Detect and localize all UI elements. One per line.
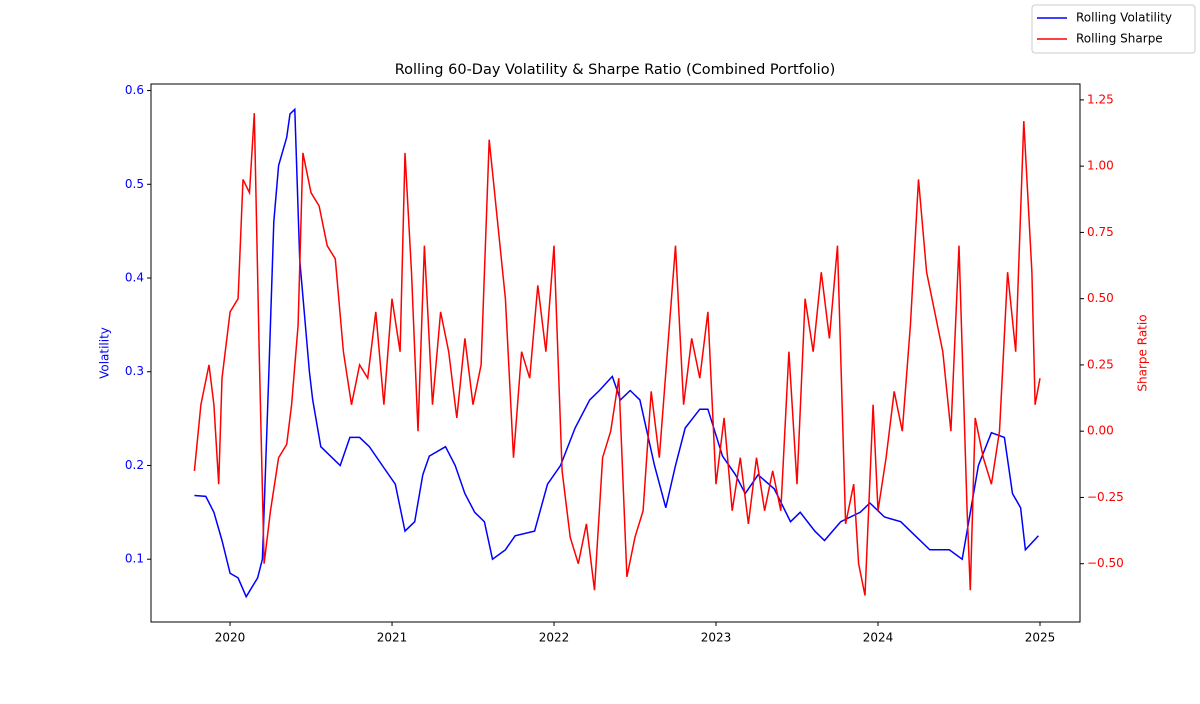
y-axis-label: Volatility <box>98 327 112 379</box>
series-line <box>194 107 1039 599</box>
x-tick-label: 2022 <box>539 631 570 645</box>
x-tick-label: 2023 <box>701 631 732 645</box>
y2-tick-label: 1.00 <box>1087 159 1114 173</box>
y-tick-label: 0.6 <box>125 83 144 97</box>
y-tick-label: 0.5 <box>125 177 144 191</box>
x-tick-label: 2024 <box>863 631 894 645</box>
x-tick-label: 2020 <box>215 631 246 645</box>
legend-label: Rolling Sharpe <box>1076 32 1163 46</box>
y2-tick-label: 0.75 <box>1087 225 1114 239</box>
y2-tick-label: −0.25 <box>1087 490 1124 504</box>
y-tick-label: 0.4 <box>125 271 144 285</box>
plot-frame <box>150 83 1081 623</box>
x-tick-label: 2025 <box>1025 631 1056 645</box>
y-tick-label: 0.3 <box>125 364 144 378</box>
x-tick-label: 2021 <box>377 631 408 645</box>
y2-tick-label: 1.25 <box>1087 92 1114 106</box>
y2-tick-label: 0.50 <box>1087 291 1114 305</box>
y2-axis-label: Sharpe Ratio <box>1136 314 1150 391</box>
series-line <box>193 113 1041 596</box>
y-tick-label: 0.1 <box>125 552 144 566</box>
y2-tick-label: 0.25 <box>1087 357 1114 371</box>
y2-tick-label: −0.50 <box>1087 556 1124 570</box>
legend-label: Rolling Volatility <box>1076 11 1172 25</box>
y-tick-label: 0.2 <box>125 458 144 472</box>
legend-box <box>1031 4 1196 54</box>
y2-tick-label: 0.00 <box>1087 424 1114 438</box>
chart-title: Rolling 60-Day Volatility & Sharpe Ratio… <box>395 62 836 78</box>
